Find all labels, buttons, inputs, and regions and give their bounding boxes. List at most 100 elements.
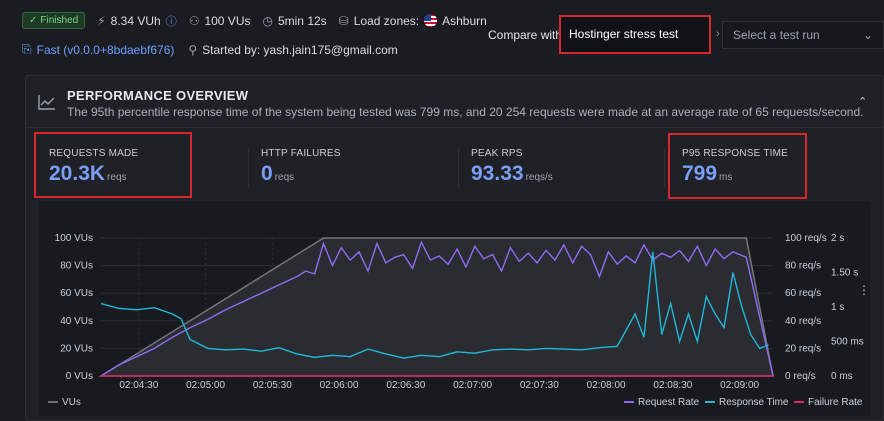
response-time-line	[100, 251, 769, 359]
users-icon: ⚇	[188, 13, 200, 28]
y-tick-label-ms: 2 s	[831, 233, 844, 244]
stat-p95-response-time: P95 RESPONSE TIME 799 ms	[682, 148, 788, 186]
database-icon: ⛁	[338, 13, 349, 28]
stat-unit: reqs	[107, 172, 127, 183]
y-tick-label-vus: 40 VUs	[60, 316, 93, 327]
stat-divider	[458, 148, 459, 188]
stat-label: P95 RESPONSE TIME	[682, 148, 789, 159]
chevron-right-icon: ›	[716, 28, 720, 40]
stat-number: 0	[261, 162, 273, 185]
check-icon: ✓	[29, 15, 38, 26]
x-tick-label: 02:06:00	[320, 380, 359, 391]
stat-value: 799 ms	[682, 162, 788, 186]
legend-label-failure-rate: Failure Rate	[808, 397, 863, 408]
vus-area	[98, 237, 774, 377]
status-badge: ✓ Finished	[22, 12, 86, 29]
y-tick-label-rps: 80 req/s	[785, 261, 821, 272]
test-run-select[interactable]: Select a test run ⌄	[722, 21, 884, 49]
stat-requests-made: REQUESTS MADE 20.3K reqs	[49, 148, 138, 186]
legend-label-response-time: Response Time	[719, 397, 789, 408]
user-icon: ⚲	[188, 42, 198, 57]
y-tick-label-vus: 80 VUs	[60, 261, 93, 272]
legend-label-request-rate: Request Rate	[638, 397, 700, 408]
y-tick-label-ms: 1.50 s	[831, 268, 858, 279]
x-tick-label: 02:07:30	[520, 380, 559, 391]
vus-stat: ⚇ 100 VUs	[189, 14, 251, 28]
highlight-p95-response-time	[668, 133, 807, 199]
y-tick-label-vus: 0 VUs	[66, 371, 93, 382]
y-tick-label-rps: 60 req/s	[785, 288, 821, 299]
y-tick-label-rps: 0 req/s	[785, 371, 816, 382]
started-by: ⚲ Started by: yash.jain175@gmail.com	[188, 43, 397, 57]
panel-subtitle: The 95th percentile response time of the…	[67, 105, 864, 119]
highlight-requests-made	[34, 132, 192, 198]
stat-value: 20.3K reqs	[49, 162, 138, 186]
script-version[interactable]: ⎘ Fast (v0.0.0+8bdaebf676)	[22, 42, 174, 57]
x-tick-label: 02:07:00	[453, 380, 492, 391]
stat-number: 799	[682, 162, 718, 185]
y-tick-label-vus: 20 VUs	[60, 343, 93, 354]
stat-label: PEAK RPS	[471, 148, 523, 159]
stat-divider	[248, 148, 249, 188]
us-flag-icon	[424, 14, 438, 27]
stat-unit: ms	[719, 172, 733, 183]
stat-number: 20.3K	[49, 162, 106, 185]
stat-number: 93.33	[471, 162, 524, 185]
chevron-up-icon[interactable]: ⌃	[858, 96, 868, 108]
compare-label: Compare with	[488, 28, 563, 42]
x-tick-label: 02:08:00	[587, 380, 626, 391]
load-zones-label: Load zones:	[353, 13, 420, 28]
duration-stat: ◷ 5min 12s	[262, 14, 326, 28]
y-tick-label-rps: 20 req/s	[785, 343, 821, 354]
started-by-text: Started by: yash.jain175@gmail.com	[202, 42, 398, 57]
load-zones: ⛁ Load zones: Ashburn	[339, 14, 487, 28]
y-tick-label-vus: 100 VUs	[55, 233, 93, 244]
panel-title: PERFORMANCE OVERVIEW	[67, 88, 249, 103]
chart-container: 0 VUs 20 VUs 40 VUs 60 VUs 80 VUs 100 VUs 0 re…	[38, 201, 870, 416]
y-tick-label-ms: 1 s	[831, 302, 844, 313]
x-tick-label: 02:05:00	[186, 380, 225, 391]
duration-value: 5min 12s	[277, 13, 327, 28]
y-tick-label-ms: 0 ms	[831, 371, 853, 382]
more-options-icon[interactable]: ⋮	[858, 283, 870, 297]
load-zone-value: Ashburn	[442, 13, 487, 28]
lightning-icon: ⚡	[97, 13, 106, 28]
performance-chart[interactable]: 0 VUs 20 VUs 40 VUs 60 VUs 80 VUs 100 VUs 0 re…	[38, 201, 870, 416]
panel-header[interactable]: PERFORMANCE OVERVIEW The 95th percentile…	[26, 76, 884, 128]
request-rate-line	[100, 240, 774, 377]
stat-label: REQUESTS MADE	[49, 148, 139, 159]
stat-unit: reqs	[274, 172, 295, 183]
version-link[interactable]: Fast (v0.0.0+8bdaebf676)	[36, 42, 175, 57]
stat-http-failures: HTTP FAILURES 0 reqs	[261, 148, 341, 186]
stat-peak-rps: PEAK RPS 93.33 reqs/s	[471, 148, 553, 186]
x-tick-label: 02:08:30	[653, 380, 692, 391]
code-file-icon: ⎘	[22, 42, 32, 56]
clock-icon: ◷	[262, 13, 273, 28]
x-tick-label: 02:09:00	[720, 380, 759, 391]
stat-value: 0 reqs	[261, 162, 341, 186]
run-details: ⎘ Fast (v0.0.0+8bdaebf676) ⚲ Started by:…	[22, 42, 398, 57]
y-tick-label-vus: 60 VUs	[60, 288, 93, 299]
test-run-placeholder: Select a test run	[733, 28, 820, 42]
vuh-stat: ⚡ 8.34 VUh ⓘ	[97, 13, 176, 29]
compare-test-value: Hostinger stress test	[569, 27, 679, 41]
vuh-value: 8.34 VUh	[110, 13, 161, 28]
y-tick-label-rps: 40 req/s	[785, 316, 821, 327]
x-tick-label: 02:05:30	[253, 380, 292, 391]
x-tick-label: 02:04:30	[119, 380, 158, 391]
chevron-down-icon: ⌄	[862, 28, 873, 42]
stat-divider	[664, 148, 665, 188]
vus-value: 100 VUs	[204, 13, 251, 28]
y-tick-label-rps: 100 req/s	[785, 233, 827, 244]
run-summary: ✓ Finished ⚡ 8.34 VUh ⓘ ⚇ 100 VUs ◷ 5min…	[22, 12, 487, 29]
stat-unit: reqs/s	[525, 172, 553, 183]
performance-overview-panel: PERFORMANCE OVERVIEW The 95th percentile…	[25, 75, 884, 421]
legend-label-vus: VUs	[62, 397, 81, 408]
stat-value: 93.33 reqs/s	[471, 162, 553, 186]
status-badge-label: Finished	[40, 15, 79, 26]
y-tick-label-ms: 500 ms	[831, 337, 864, 348]
test-run-header: ✓ Finished ⚡ 8.34 VUh ⓘ ⚇ 100 VUs ◷ 5min…	[0, 0, 884, 70]
stat-label: HTTP FAILURES	[261, 148, 341, 159]
compare-test-select[interactable]: Hostinger stress test	[559, 15, 711, 54]
info-icon[interactable]: ⓘ	[165, 15, 177, 28]
